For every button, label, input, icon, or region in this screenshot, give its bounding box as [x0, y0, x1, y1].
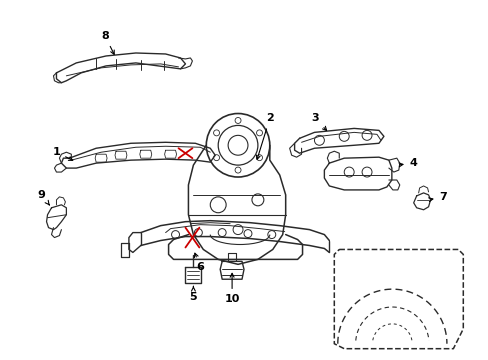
Text: 2: 2	[256, 113, 273, 159]
Text: 3: 3	[311, 113, 326, 130]
Text: 4: 4	[398, 158, 417, 168]
Text: 1: 1	[53, 147, 73, 160]
Text: 8: 8	[101, 31, 114, 54]
Text: 5: 5	[189, 287, 197, 302]
Text: 10: 10	[224, 273, 239, 304]
Text: 9: 9	[38, 190, 49, 205]
Text: 6: 6	[194, 253, 204, 272]
Text: 7: 7	[428, 192, 447, 202]
